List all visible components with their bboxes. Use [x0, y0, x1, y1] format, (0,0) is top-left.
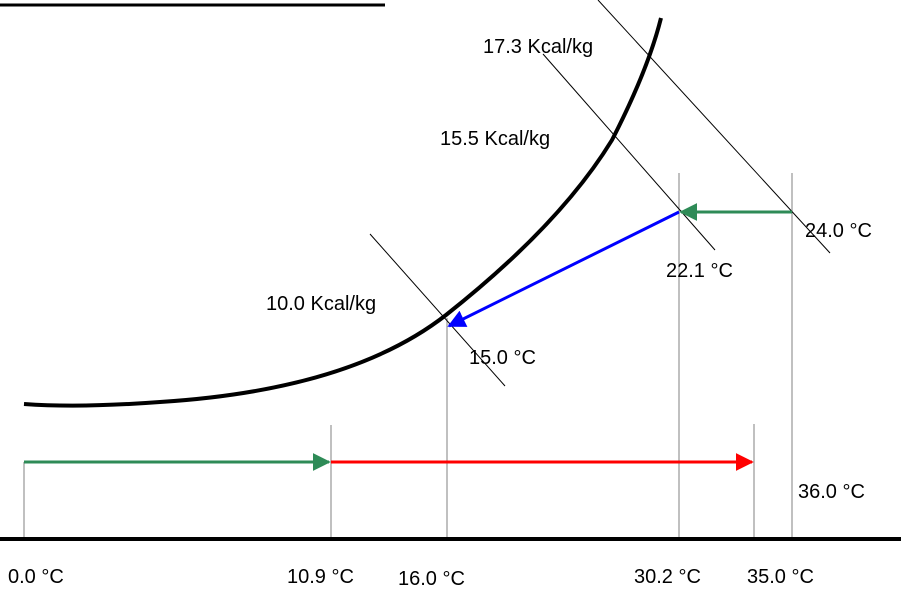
wet-bulb-label-a: 24.0 °C	[805, 220, 872, 242]
enthalpy-line-middle	[542, 53, 716, 251]
axis-label-0: 0.0 °C	[8, 566, 64, 588]
axis-label-10-9: 10.9 °C	[287, 566, 354, 588]
axis-label-35: 35.0 °C	[747, 566, 814, 588]
enthalpy-label-top: 17.3 Kcal/kg	[483, 36, 593, 58]
enthalpy-label-middle: 15.5 Kcal/kg	[440, 128, 550, 150]
axis-label-30-2: 30.2 °C	[634, 566, 701, 588]
enthalpy-line-bottom	[369, 233, 506, 387]
enthalpy-line-top	[597, 0, 831, 254]
blue-arrow	[447, 210, 680, 328]
enthalpy-label-bottom: 10.0 Kcal/kg	[266, 293, 376, 315]
saturation-curve	[23, 17, 663, 408]
side-label: 36.0 °C	[798, 481, 865, 503]
wet-bulb-label-b: 22.1 °C	[666, 260, 733, 282]
axis-label-16: 16.0 °C	[398, 568, 465, 590]
wet-bulb-label-c: 15.0 °C	[469, 347, 536, 369]
